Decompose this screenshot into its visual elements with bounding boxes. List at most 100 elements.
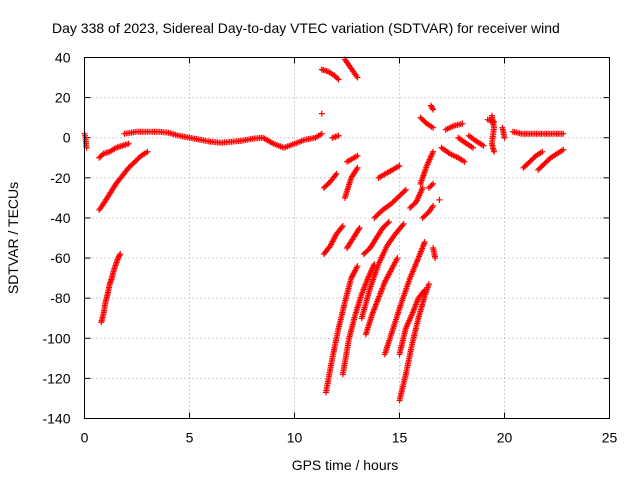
- series-arc-ac: [428, 102, 437, 113]
- data-point: [420, 288, 427, 295]
- series-arc-ah: [488, 112, 497, 155]
- data-point: [318, 130, 325, 137]
- x-tick-label: 15: [392, 430, 408, 446]
- data-point: [560, 146, 567, 153]
- data-point: [501, 134, 508, 141]
- data-point: [339, 222, 346, 229]
- x-tick-label: 25: [602, 430, 618, 446]
- data-point: [332, 172, 339, 179]
- series-arc-e: [121, 128, 325, 151]
- series-arc-c: [96, 148, 151, 213]
- series-arc-n: [323, 263, 361, 396]
- data-point: [117, 251, 124, 258]
- series-arc-ai: [499, 124, 508, 141]
- data-point: [539, 148, 546, 155]
- series-arc-v: [396, 287, 428, 358]
- series-arc-t: [381, 239, 428, 358]
- series-arc-ag: [465, 132, 487, 149]
- data-point: [419, 184, 426, 191]
- data-point: [470, 144, 476, 151]
- series-arc-b: [96, 140, 132, 161]
- data-point: [335, 132, 342, 139]
- x-tick-label: 0: [81, 430, 89, 446]
- y-tick-label: 0: [63, 130, 71, 146]
- series-arc-af: [455, 134, 476, 151]
- series-arc-x: [407, 184, 426, 211]
- data-point: [402, 186, 409, 193]
- series-arc-aa: [425, 180, 437, 191]
- data-point: [430, 202, 437, 209]
- series-arc-a: [81, 130, 90, 151]
- x-tick-labels: 0 5 10 15 20 25: [81, 430, 618, 446]
- data-point: [400, 220, 407, 227]
- data-point: [335, 76, 342, 83]
- series-arc-o: [339, 261, 378, 378]
- data-point: [421, 239, 428, 246]
- series-arc-ak: [520, 148, 546, 171]
- data-point: [116, 252, 123, 259]
- y-tick-labels: 40 20 0 -20 -40 -60 -80 -100 -120 -140: [42, 50, 70, 427]
- series-arc-ad: [438, 144, 468, 165]
- series-arc-al: [535, 146, 567, 173]
- data-point: [430, 124, 437, 131]
- data-point: [401, 188, 408, 195]
- data-point: [354, 164, 361, 171]
- data-point: [430, 180, 437, 187]
- x-axis-label: GPS time / hours: [292, 457, 399, 473]
- series-arc-w: [375, 162, 403, 181]
- data-points: [81, 56, 567, 404]
- x-tick-label: 20: [497, 430, 513, 446]
- y-tick-label: 40: [55, 50, 71, 66]
- series-arc-q: [360, 218, 392, 258]
- series-arc-i: [320, 170, 340, 191]
- chart-title: Day 338 of 2023, Sidereal Day-to-day VTE…: [52, 20, 560, 36]
- y-tick-label: -100: [42, 330, 70, 346]
- data-point: [425, 281, 432, 288]
- series-arc-f: [318, 66, 342, 83]
- data-point: [356, 224, 363, 231]
- data-point: [459, 120, 466, 127]
- y-axis-label: SDTVAR / TECUs: [5, 182, 21, 294]
- y-tick-label: -120: [42, 370, 70, 386]
- data-point: [318, 110, 325, 117]
- series-arc-z: [419, 202, 437, 221]
- x-tick-label: 5: [186, 430, 194, 446]
- data-point: [436, 196, 443, 203]
- series-arc-y: [417, 148, 437, 187]
- series-arc-g: [341, 56, 361, 81]
- series-arc-ab: [417, 114, 437, 131]
- data-point: [421, 287, 428, 294]
- data-point: [560, 130, 567, 137]
- data-point: [432, 255, 439, 262]
- x-tick-label: 10: [287, 430, 303, 446]
- series-arc-l: [344, 152, 361, 165]
- series-arc-r: [371, 186, 409, 221]
- data-point: [333, 170, 340, 177]
- data-point: [125, 140, 132, 147]
- data-point: [384, 220, 391, 227]
- data-point: [430, 148, 437, 155]
- data-point: [338, 224, 345, 231]
- series-arc-u: [396, 281, 432, 404]
- data-point: [115, 253, 122, 260]
- series-arc-d: [98, 251, 124, 326]
- series-arc-m: [344, 224, 363, 252]
- data-point: [354, 74, 361, 81]
- y-tick-label: -80: [50, 290, 70, 306]
- y-tick-label: 20: [55, 90, 71, 106]
- series-arc-s: [358, 220, 407, 322]
- y-tick-label: -140: [42, 411, 70, 427]
- data-point: [480, 142, 487, 149]
- series-iso-2: [436, 196, 443, 203]
- series-arc-ae: [442, 120, 466, 133]
- data-point: [396, 162, 403, 169]
- data-point: [354, 263, 361, 270]
- series-arc-aj: [509, 128, 567, 137]
- data-point: [461, 158, 468, 165]
- data-point: [144, 148, 151, 155]
- series-arc-j: [320, 222, 346, 258]
- data-point: [394, 255, 401, 262]
- plot-frame: [84, 57, 610, 419]
- data-point: [430, 106, 437, 113]
